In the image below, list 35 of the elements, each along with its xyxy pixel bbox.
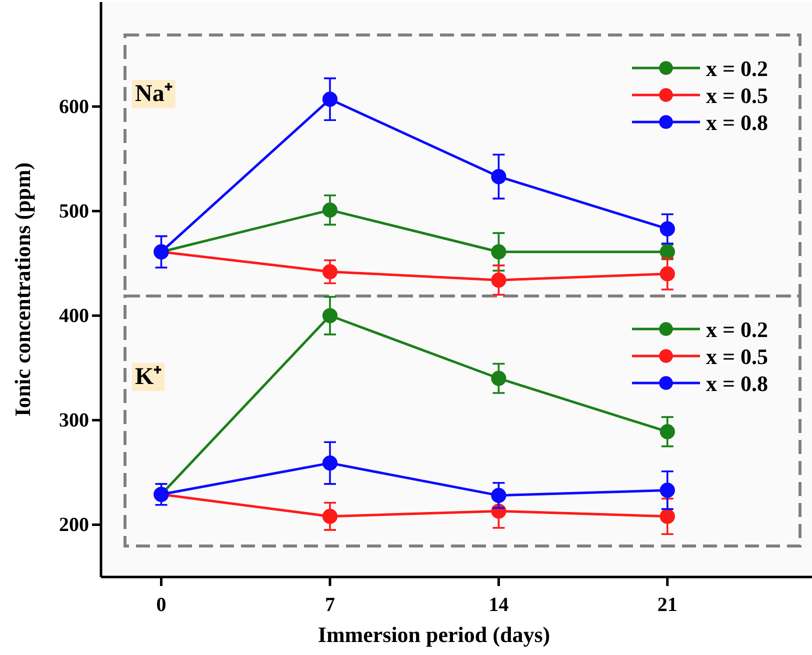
point xyxy=(660,482,675,498)
legend-label: x = 0.8 xyxy=(706,110,768,135)
x-tick-label: 7 xyxy=(324,594,335,616)
y-tick-label: 500 xyxy=(59,200,89,222)
point xyxy=(491,370,506,386)
x-tick-label: 14 xyxy=(488,594,509,616)
point xyxy=(322,308,338,324)
y-tick-label: 600 xyxy=(59,96,89,118)
point xyxy=(491,272,506,288)
point xyxy=(322,92,338,107)
point xyxy=(491,169,506,184)
annotation: K⁺ xyxy=(135,364,162,390)
y-tick-label: 200 xyxy=(59,514,89,536)
y-tick-label: 300 xyxy=(59,410,89,432)
point xyxy=(322,264,338,280)
legend-label: x = 0.2 xyxy=(706,56,768,81)
legend-label: x = 0.5 xyxy=(706,83,768,108)
y-axis-title: Ionic concentrations (ppm) xyxy=(10,162,35,417)
point xyxy=(660,508,675,524)
point xyxy=(491,244,506,260)
point xyxy=(660,424,675,440)
x-tick-label: 21 xyxy=(657,594,678,616)
point xyxy=(660,221,675,236)
x-axis-title: Immersion period (days) xyxy=(318,622,550,647)
legend-label: x = 0.8 xyxy=(706,371,768,396)
point xyxy=(322,455,338,471)
legend-label: x = 0.5 xyxy=(706,344,768,369)
y-tick-label: 400 xyxy=(59,305,89,328)
point xyxy=(660,266,675,282)
x-tick-label: 0 xyxy=(156,594,166,616)
point xyxy=(322,508,338,524)
annotation: Na⁺ xyxy=(135,81,172,107)
point xyxy=(322,202,338,218)
legend-label: x = 0.2 xyxy=(706,317,768,342)
point xyxy=(491,488,506,504)
